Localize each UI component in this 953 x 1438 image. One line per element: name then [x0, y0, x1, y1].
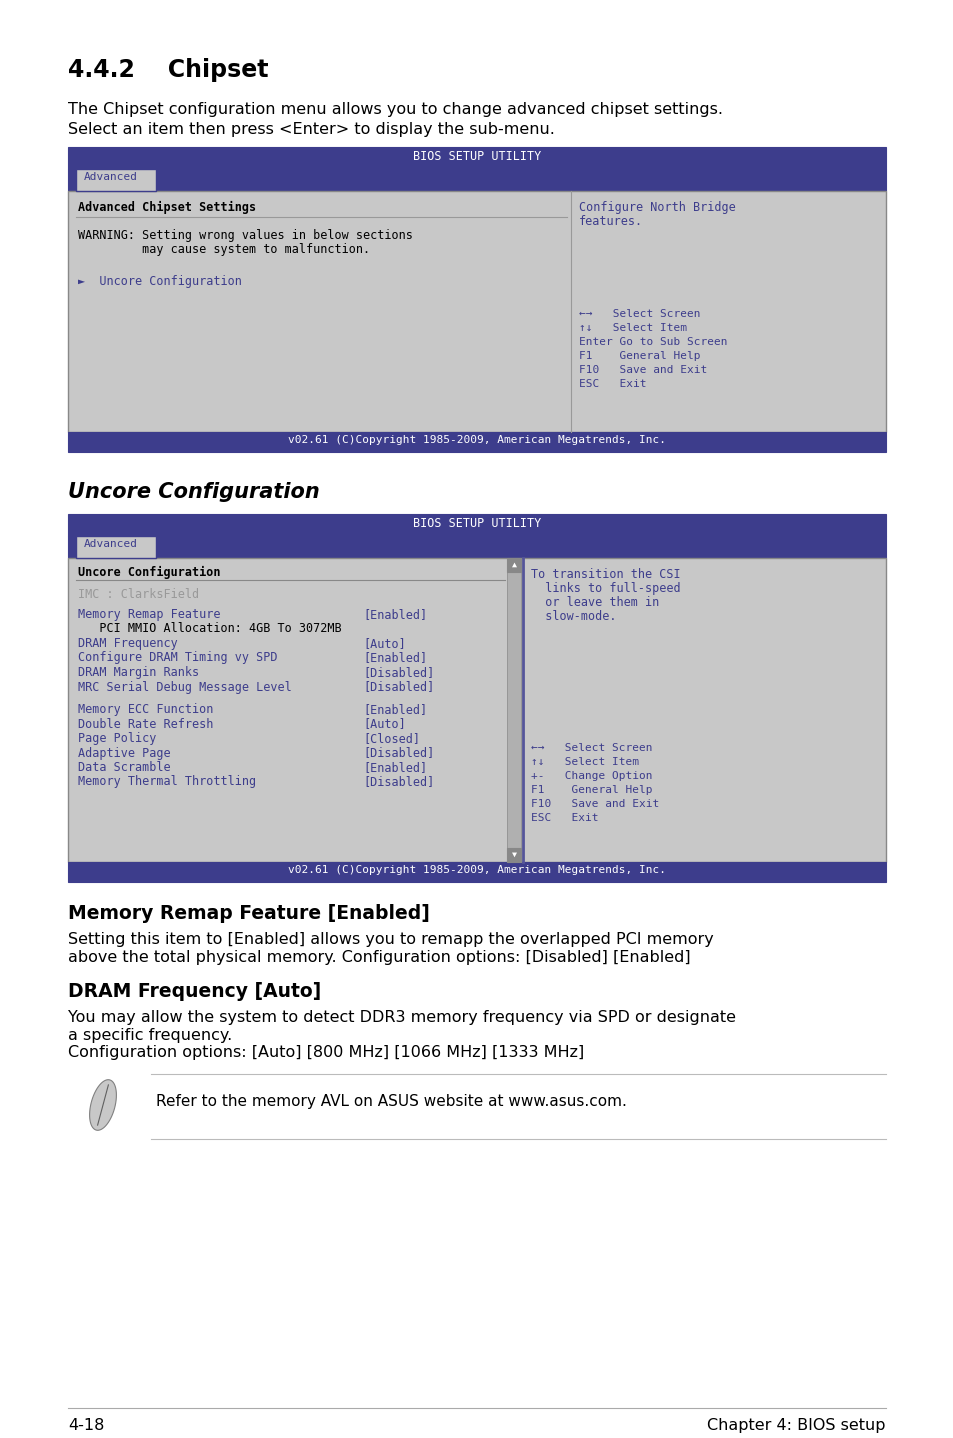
Text: Chapter 4: BIOS setup: Chapter 4: BIOS setup: [707, 1418, 885, 1434]
Text: F10   Save and Exit: F10 Save and Exit: [531, 800, 659, 810]
Text: may cause system to malfunction.: may cause system to malfunction.: [78, 243, 370, 256]
Bar: [68, 147, 885, 170]
Text: v02.61 (C)Copyright 1985-2009, American Megatrends, Inc.: v02.61 (C)Copyright 1985-2009, American …: [288, 436, 665, 444]
Text: To transition the CSI: To transition the CSI: [531, 568, 679, 581]
Text: Adaptive Page: Adaptive Page: [78, 746, 171, 759]
Text: [Enabled]: [Enabled]: [363, 608, 427, 621]
Text: [Auto]: [Auto]: [363, 718, 405, 731]
Text: Configure North Bridge: Configure North Bridge: [578, 201, 735, 214]
Bar: [68, 861, 885, 881]
Text: ESC   Exit: ESC Exit: [578, 380, 646, 390]
Text: Memory Remap Feature: Memory Remap Feature: [78, 608, 220, 621]
Bar: [506, 558, 520, 861]
Text: BIOS SETUP UTILITY: BIOS SETUP UTILITY: [413, 150, 540, 162]
Text: PCI MMIO Allocation: 4GB To 3072MB: PCI MMIO Allocation: 4GB To 3072MB: [78, 623, 341, 636]
Text: F1    General Help: F1 General Help: [531, 785, 652, 795]
Text: features.: features.: [578, 216, 642, 229]
Bar: [68, 513, 885, 536]
Text: [Disabled]: [Disabled]: [363, 666, 434, 679]
Text: [Enabled]: [Enabled]: [363, 703, 427, 716]
Bar: [506, 558, 520, 572]
Text: Memory ECC Function: Memory ECC Function: [78, 703, 213, 716]
Text: above the total physical memory. Configuration options: [Disabled] [Enabled]: above the total physical memory. Configu…: [68, 951, 690, 965]
Text: links to full-speed: links to full-speed: [531, 582, 679, 595]
Text: Select an item then press <Enter> to display the sub-menu.: Select an item then press <Enter> to dis…: [68, 122, 555, 137]
Text: Double Rate Refresh: Double Rate Refresh: [78, 718, 213, 731]
Text: ▼: ▼: [511, 850, 516, 858]
Text: ←→   Select Screen: ←→ Select Screen: [578, 309, 700, 319]
Bar: [68, 536, 885, 558]
Text: [Disabled]: [Disabled]: [363, 680, 434, 693]
Text: DRAM Margin Ranks: DRAM Margin Ranks: [78, 666, 199, 679]
Bar: [68, 431, 885, 452]
Text: +-   Change Option: +- Change Option: [531, 771, 652, 781]
Text: or leave them in: or leave them in: [531, 595, 659, 610]
Bar: [68, 170, 885, 191]
Text: 4-18: 4-18: [68, 1418, 104, 1434]
Text: [Disabled]: [Disabled]: [363, 746, 434, 759]
Text: The Chipset configuration menu allows you to change advanced chipset settings.: The Chipset configuration menu allows yo…: [68, 102, 722, 116]
Text: a specific frequency.: a specific frequency.: [68, 1028, 232, 1043]
Polygon shape: [90, 1080, 116, 1130]
Text: [Enabled]: [Enabled]: [363, 761, 427, 774]
Bar: [68, 558, 885, 861]
Text: You may allow the system to detect DDR3 memory frequency via SPD or designate: You may allow the system to detect DDR3 …: [68, 1009, 735, 1025]
Bar: [68, 191, 885, 431]
Text: Data Scramble: Data Scramble: [78, 761, 171, 774]
Bar: [76, 170, 156, 191]
Text: WARNING: Setting wrong values in below sections: WARNING: Setting wrong values in below s…: [78, 229, 413, 242]
Text: Memory Thermal Throttling: Memory Thermal Throttling: [78, 775, 255, 788]
Text: [Auto]: [Auto]: [363, 637, 405, 650]
Text: IMC : ClarksField: IMC : ClarksField: [78, 588, 199, 601]
Text: BIOS SETUP UTILITY: BIOS SETUP UTILITY: [413, 518, 540, 531]
Text: Page Policy: Page Policy: [78, 732, 156, 745]
Text: ←→   Select Screen: ←→ Select Screen: [531, 743, 652, 754]
Text: MRC Serial Debug Message Level: MRC Serial Debug Message Level: [78, 680, 292, 693]
Text: 4.4.2    Chipset: 4.4.2 Chipset: [68, 58, 268, 82]
Text: Memory Remap Feature [Enabled]: Memory Remap Feature [Enabled]: [68, 905, 430, 923]
Bar: [76, 536, 156, 558]
Text: Refer to the memory AVL on ASUS website at www.asus.com.: Refer to the memory AVL on ASUS website …: [156, 1094, 626, 1109]
Text: F10   Save and Exit: F10 Save and Exit: [578, 365, 706, 375]
Text: Configure DRAM Timing vy SPD: Configure DRAM Timing vy SPD: [78, 651, 277, 664]
Text: Uncore Configuration: Uncore Configuration: [78, 567, 220, 580]
Text: slow-mode.: slow-mode.: [531, 610, 616, 623]
Text: ↑↓   Select Item: ↑↓ Select Item: [578, 324, 686, 334]
Text: ↑↓   Select Item: ↑↓ Select Item: [531, 756, 639, 766]
Text: [Disabled]: [Disabled]: [363, 775, 434, 788]
Text: ▲: ▲: [511, 559, 516, 569]
Text: Configuration options: [Auto] [800 MHz] [1066 MHz] [1333 MHz]: Configuration options: [Auto] [800 MHz] …: [68, 1045, 583, 1060]
Text: Setting this item to [Enabled] allows you to remapp the overlapped PCI memory: Setting this item to [Enabled] allows yo…: [68, 932, 713, 948]
Text: Uncore Configuration: Uncore Configuration: [68, 482, 319, 502]
Text: DRAM Frequency: DRAM Frequency: [78, 637, 177, 650]
Text: F1    General Help: F1 General Help: [578, 351, 700, 361]
Text: v02.61 (C)Copyright 1985-2009, American Megatrends, Inc.: v02.61 (C)Copyright 1985-2009, American …: [288, 866, 665, 874]
Text: Advanced: Advanced: [84, 173, 138, 183]
Text: Advanced Chipset Settings: Advanced Chipset Settings: [78, 201, 255, 214]
Text: [Closed]: [Closed]: [363, 732, 419, 745]
Text: [Enabled]: [Enabled]: [363, 651, 427, 664]
Bar: [506, 848, 520, 861]
Text: Enter Go to Sub Screen: Enter Go to Sub Screen: [578, 336, 727, 347]
Text: ►  Uncore Configuration: ► Uncore Configuration: [78, 275, 242, 288]
Text: DRAM Frequency [Auto]: DRAM Frequency [Auto]: [68, 982, 321, 1001]
Text: Advanced: Advanced: [84, 539, 138, 549]
Text: ESC   Exit: ESC Exit: [531, 812, 598, 823]
